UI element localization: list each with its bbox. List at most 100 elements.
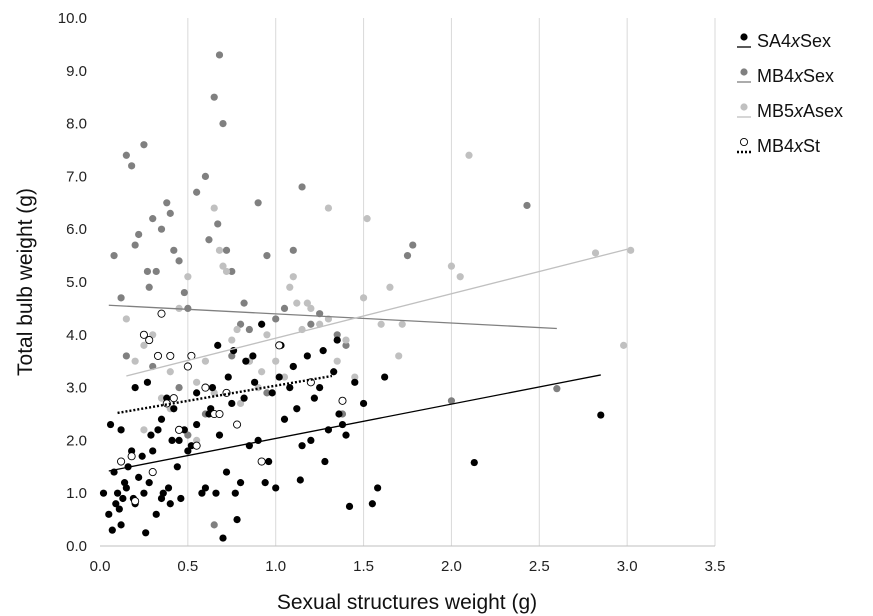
point-mb5xasex	[333, 357, 341, 365]
point-mb5xasex	[140, 426, 148, 434]
point-sa4xsex	[106, 420, 115, 429]
y-tick-label: 8.0	[66, 116, 87, 133]
point-mb5xasex	[131, 357, 139, 365]
point-sa4xsex	[214, 341, 222, 349]
point-mb5xasex	[303, 299, 311, 307]
point-mb4xsex	[409, 241, 417, 249]
point-sa4xsex	[152, 510, 160, 518]
point-mb4xsex	[272, 315, 280, 323]
point-sa4xsex	[268, 389, 276, 397]
point-mb4xst	[275, 341, 284, 350]
point-mb4xst	[148, 468, 157, 477]
point-mb4xst	[166, 351, 175, 360]
point-sa4xsex	[117, 426, 125, 434]
point-mb4xsex	[245, 325, 253, 334]
point-sa4xsex	[113, 489, 122, 497]
point-mb4xst	[192, 441, 201, 450]
legend-marker-mb4xsex	[740, 68, 748, 76]
point-mb5xasex	[263, 331, 271, 339]
point-mb4xsex	[210, 521, 218, 529]
point-sa4xsex	[122, 484, 130, 492]
x-tick-label: 2.5	[529, 558, 550, 575]
point-sa4xsex	[368, 500, 376, 508]
y-tick-label: 10.0	[58, 10, 87, 27]
point-sa4xsex	[208, 384, 217, 392]
legend-label-mb5xasex: MB5xAsex	[757, 101, 843, 121]
y-tick-label: 1.0	[66, 485, 87, 502]
point-sa4xsex	[298, 442, 306, 450]
point-sa4xsex	[201, 484, 210, 492]
gridlines	[187, 18, 716, 546]
y-tick-label: 4.0	[66, 327, 87, 344]
x-tick-labels: 0.0 0.5 1.0 1.5 2.0 2.5 3.0 3.5	[90, 558, 726, 575]
point-mb4xsex	[333, 331, 341, 339]
point-mb4xst	[338, 396, 347, 405]
point-mb5xasex	[272, 357, 280, 365]
point-mb5xasex	[228, 336, 236, 344]
point-sa4xsex	[168, 436, 176, 444]
point-sa4xsex	[170, 405, 178, 413]
point-mb4xsex	[214, 220, 222, 228]
point-mb4xsex	[143, 267, 152, 276]
point-mb4xsex	[110, 252, 118, 260]
point-mb5xasex	[398, 320, 406, 328]
point-mb4xsex	[236, 320, 245, 328]
legend: SA4xSex MB4xSex MB5xAsex MB4xSt	[737, 31, 843, 156]
point-mb5xasex	[193, 378, 201, 386]
x-tick-label: 3.5	[705, 558, 726, 575]
point-sa4xsex	[374, 484, 382, 492]
point-mb4xsex	[263, 252, 271, 260]
point-mb4xst	[183, 362, 192, 371]
point-mb4xsex	[152, 267, 160, 276]
point-mb4xsex	[403, 252, 412, 260]
point-sa4xsex	[166, 500, 174, 508]
point-mb5xasex	[620, 341, 628, 349]
point-sa4xsex	[293, 405, 301, 413]
point-mb5xasex	[233, 325, 241, 334]
point-mb4xsex	[184, 304, 192, 312]
point-sa4xsex	[351, 378, 359, 386]
point-mb4xsex	[193, 188, 201, 196]
point-sa4xsex	[115, 505, 123, 513]
point-mb4xsex	[170, 246, 178, 254]
point-mb4xsex	[254, 199, 262, 207]
point-mb5xasex	[386, 283, 394, 291]
point-sa4xsex	[228, 399, 236, 408]
trendline-sa4xsex	[108, 374, 601, 472]
point-mb5xasex	[465, 151, 473, 159]
point-sa4xsex	[359, 399, 368, 408]
point-sa4xsex	[321, 457, 329, 466]
point-mb4xsex	[280, 304, 289, 312]
point-sa4xsex	[597, 411, 605, 419]
x-tick-label: 2.0	[441, 558, 462, 575]
point-mb4xst	[117, 457, 126, 466]
point-sa4xsex	[342, 431, 350, 439]
point-sa4xsex	[330, 368, 338, 376]
point-mb4xsex	[263, 389, 271, 397]
y-tick-label: 5.0	[66, 274, 87, 291]
point-mb5xasex	[236, 399, 245, 408]
point-mb4xsex	[523, 201, 531, 210]
point-sa4xsex	[143, 378, 152, 386]
point-mb5xasex	[222, 267, 231, 276]
point-mb4xsex	[117, 294, 125, 302]
point-mb4xsex	[289, 246, 297, 254]
point-sa4xsex	[119, 494, 127, 503]
point-mb5xasex	[157, 394, 166, 402]
point-sa4xsex	[193, 389, 201, 397]
point-mb5xasex	[627, 246, 635, 254]
point-sa4xsex	[138, 452, 146, 460]
point-sa4xsex	[240, 394, 248, 402]
point-mb4xsex	[122, 151, 130, 159]
point-sa4xsex	[249, 352, 257, 360]
point-sa4xsex	[145, 479, 153, 487]
point-sa4xsex	[310, 394, 318, 402]
point-mb4xsex	[140, 141, 148, 149]
point-sa4xsex	[307, 436, 315, 444]
x-tick-label: 0.0	[90, 558, 111, 575]
point-mb4xst	[215, 409, 224, 419]
point-sa4xsex	[135, 473, 143, 481]
point-mb5xasex	[289, 273, 297, 281]
point-mb4xsex	[240, 299, 248, 307]
point-sa4xsex	[289, 362, 297, 371]
